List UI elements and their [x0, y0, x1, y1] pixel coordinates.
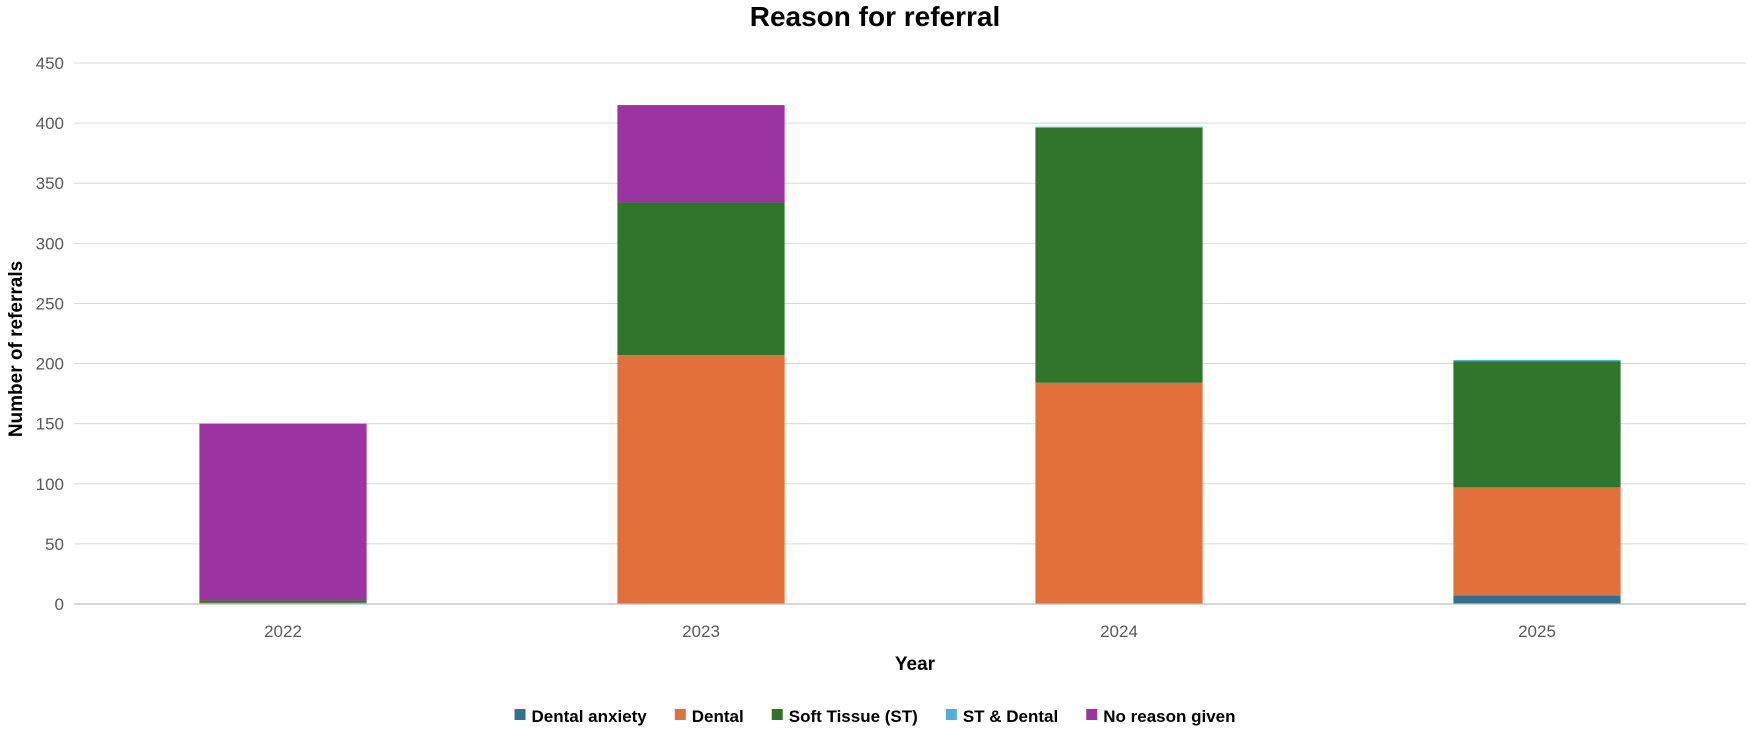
x-tick-label: 2023 [682, 622, 720, 641]
legend-item: Dental [674, 707, 744, 726]
y-tick-label: 400 [36, 114, 64, 133]
bar-segment [1035, 127, 1203, 383]
x-axis-ticks: 2022 2023 2024 2025 [264, 622, 1556, 641]
bars [199, 105, 1621, 604]
legend-swatch [514, 709, 526, 720]
y-tick-label: 450 [36, 54, 64, 73]
legend-swatch [1086, 709, 1098, 720]
bar-segment [199, 600, 367, 603]
chart-title: Reason for referral [750, 1, 1001, 32]
y-tick-label: 150 [36, 415, 64, 434]
legend-label: Dental anxiety [532, 707, 648, 726]
legend-label: No reason given [1103, 707, 1235, 726]
bar-segment [1453, 487, 1621, 596]
bar-segment [199, 602, 367, 604]
legend-swatch [771, 709, 783, 720]
y-tick-label: 350 [36, 174, 64, 193]
bar-segment [1453, 595, 1621, 604]
y-axis-ticks: 0 50 100 150 200 250 300 350 400 450 [36, 54, 64, 614]
legend-item: ST & Dental [945, 707, 1058, 726]
legend-label: Dental [692, 707, 744, 726]
bar-segment [1453, 359, 1621, 362]
bar-segment [1453, 361, 1621, 488]
legend-item: Soft Tissue (ST) [771, 707, 918, 726]
bar-segment [199, 423, 367, 601]
legend: Dental anxiety Dental Soft Tissue (ST) ST &… [514, 707, 1236, 726]
bar-segment [617, 355, 785, 604]
legend-item: No reason given [1086, 707, 1236, 726]
bar-segment [1035, 382, 1203, 604]
legend-label: ST & Dental [963, 707, 1058, 726]
y-tick-label: 250 [36, 294, 64, 313]
legend-item: Dental anxiety [514, 707, 648, 726]
y-tick-label: 50 [45, 535, 64, 554]
legend-swatch [945, 709, 957, 720]
x-axis-title: Year [895, 654, 936, 675]
legend-swatch [674, 709, 686, 720]
bar-segment [1035, 126, 1203, 128]
y-tick-label: 100 [36, 475, 64, 494]
bar-segment [617, 202, 785, 356]
legend-label: Soft Tissue (ST) [789, 707, 918, 726]
bar-segment [617, 105, 785, 203]
y-axis-title: Number of referrals [6, 261, 27, 437]
x-tick-label: 2024 [1100, 622, 1138, 641]
y-tick-label: 300 [36, 234, 64, 253]
y-tick-label: 0 [55, 595, 64, 614]
x-tick-label: 2025 [1518, 622, 1556, 641]
x-tick-label: 2022 [264, 622, 302, 641]
y-tick-label: 200 [36, 355, 64, 374]
